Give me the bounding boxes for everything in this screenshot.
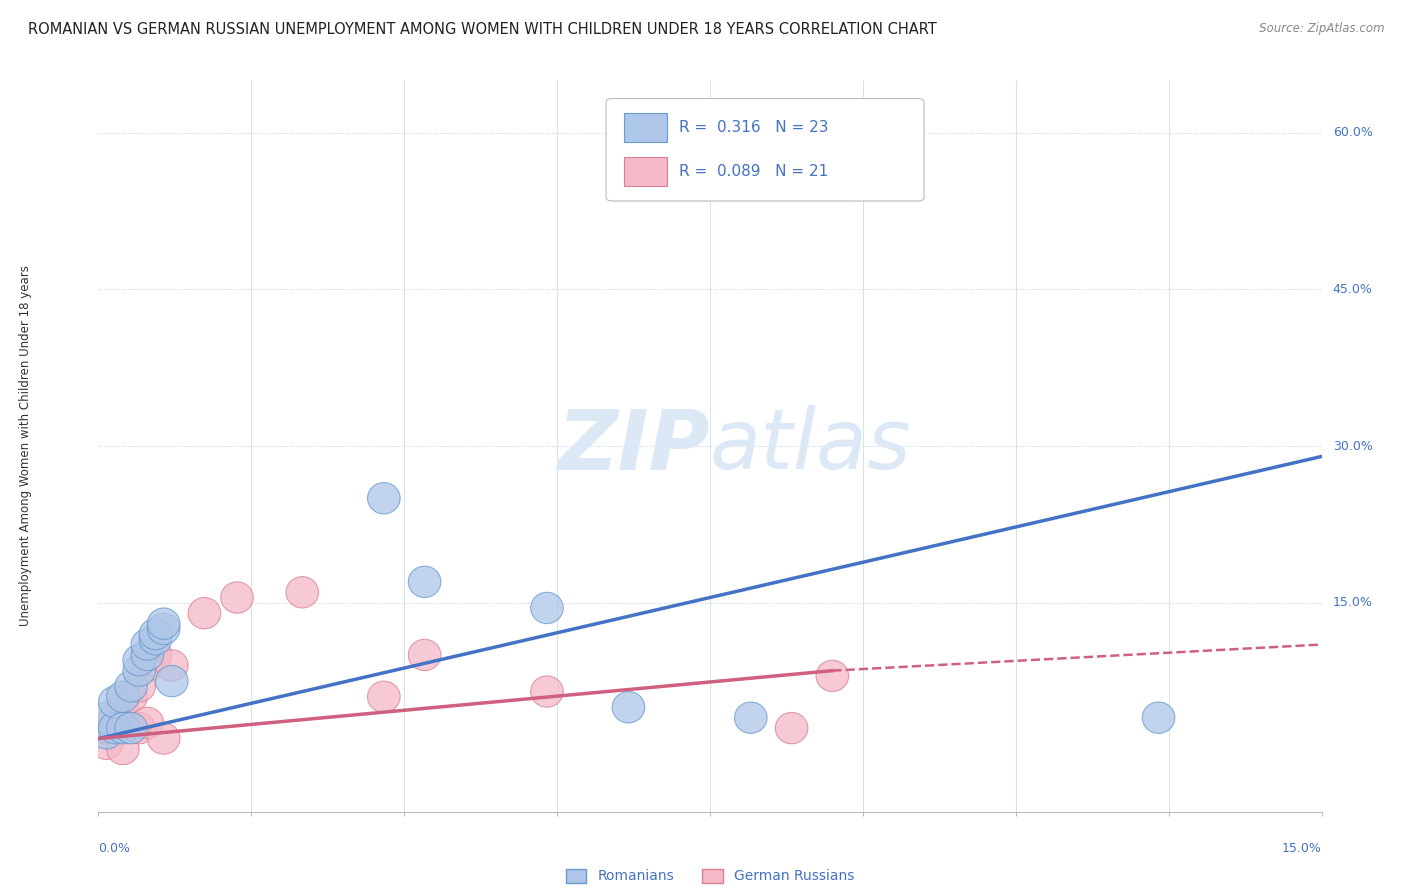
- Ellipse shape: [775, 713, 808, 744]
- Text: ROMANIAN VS GERMAN RUSSIAN UNEMPLOYMENT AMONG WOMEN WITH CHILDREN UNDER 18 YEARS: ROMANIAN VS GERMAN RUSSIAN UNEMPLOYMENT …: [28, 22, 936, 37]
- Text: 60.0%: 60.0%: [1333, 126, 1372, 139]
- Ellipse shape: [107, 681, 139, 713]
- Ellipse shape: [148, 608, 180, 640]
- Legend: Romanians, German Russians: Romanians, German Russians: [560, 863, 860, 889]
- Text: ZIP: ZIP: [557, 406, 710, 486]
- Ellipse shape: [122, 655, 156, 686]
- Ellipse shape: [122, 645, 156, 676]
- Ellipse shape: [115, 713, 148, 744]
- Ellipse shape: [122, 671, 156, 702]
- Ellipse shape: [815, 660, 849, 691]
- Ellipse shape: [131, 629, 163, 660]
- Ellipse shape: [148, 723, 180, 755]
- Text: 45.0%: 45.0%: [1333, 283, 1372, 296]
- Text: Source: ZipAtlas.com: Source: ZipAtlas.com: [1260, 22, 1385, 36]
- Text: 30.0%: 30.0%: [1333, 440, 1372, 452]
- Ellipse shape: [156, 665, 188, 697]
- Ellipse shape: [115, 681, 148, 713]
- Ellipse shape: [107, 691, 139, 723]
- Ellipse shape: [408, 566, 441, 598]
- Text: 15.0%: 15.0%: [1333, 596, 1372, 609]
- Text: 0.0%: 0.0%: [98, 842, 131, 855]
- Text: atlas: atlas: [710, 406, 911, 486]
- FancyBboxPatch shape: [606, 99, 924, 201]
- Ellipse shape: [139, 618, 172, 649]
- Text: 15.0%: 15.0%: [1282, 842, 1322, 855]
- Ellipse shape: [367, 681, 401, 713]
- Ellipse shape: [131, 707, 163, 739]
- Ellipse shape: [530, 676, 564, 707]
- Ellipse shape: [122, 713, 156, 744]
- Ellipse shape: [98, 702, 131, 733]
- Ellipse shape: [1142, 702, 1175, 733]
- Ellipse shape: [734, 702, 768, 733]
- Ellipse shape: [90, 728, 122, 759]
- Ellipse shape: [107, 713, 139, 744]
- Ellipse shape: [98, 713, 131, 744]
- Ellipse shape: [156, 649, 188, 681]
- Ellipse shape: [148, 613, 180, 645]
- Ellipse shape: [90, 718, 122, 749]
- Ellipse shape: [139, 640, 172, 671]
- Ellipse shape: [131, 640, 163, 671]
- Bar: [624, 113, 668, 143]
- Ellipse shape: [188, 598, 221, 629]
- Text: Unemployment Among Women with Children Under 18 years: Unemployment Among Women with Children U…: [18, 266, 31, 626]
- Text: R =  0.316   N = 23: R = 0.316 N = 23: [679, 120, 830, 136]
- Ellipse shape: [131, 649, 163, 681]
- Ellipse shape: [90, 702, 122, 733]
- Ellipse shape: [139, 624, 172, 655]
- Ellipse shape: [367, 483, 401, 514]
- Ellipse shape: [115, 671, 148, 702]
- Bar: [624, 157, 668, 186]
- Ellipse shape: [612, 691, 645, 723]
- Ellipse shape: [221, 582, 253, 613]
- Ellipse shape: [408, 640, 441, 671]
- Ellipse shape: [285, 576, 319, 608]
- Ellipse shape: [107, 733, 139, 764]
- Ellipse shape: [530, 592, 564, 624]
- Ellipse shape: [98, 686, 131, 718]
- Ellipse shape: [90, 713, 122, 744]
- Text: R =  0.089   N = 21: R = 0.089 N = 21: [679, 164, 828, 179]
